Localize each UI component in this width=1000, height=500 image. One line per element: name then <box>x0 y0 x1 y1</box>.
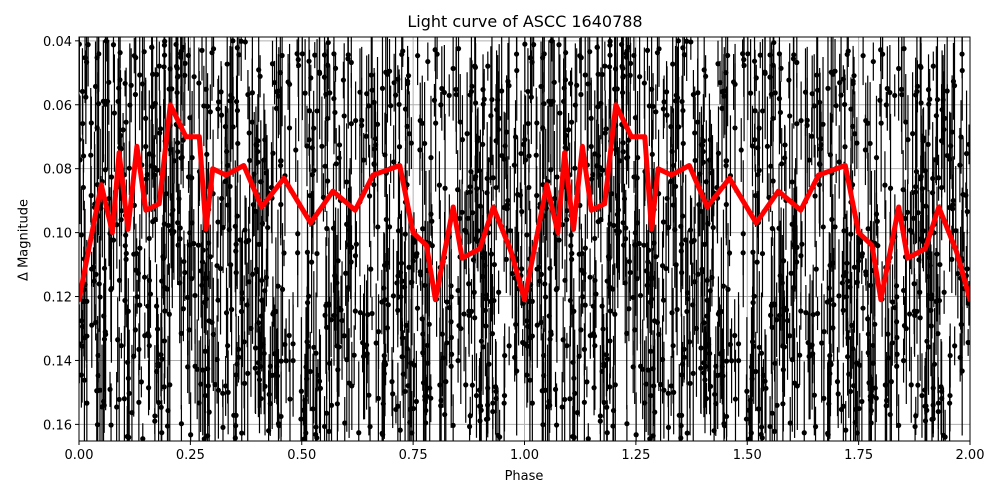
y-tick-label: 0.16 <box>43 418 72 433</box>
x-tick-label: 1.25 <box>621 448 650 463</box>
y-axis-ticks: 0.04 0.06 0.08 0.10 0.12 0.14 0.16 <box>43 35 79 433</box>
x-axis-ticks: 0.00 0.25 0.50 0.75 1.00 1.25 1.50 1.75 2.00 <box>65 441 985 463</box>
x-tick-label: 0.50 <box>287 448 316 463</box>
y-tick-label: 0.04 <box>43 35 72 50</box>
y-tick-label: 0.14 <box>43 354 72 369</box>
x-tick-label: 1.75 <box>844 448 873 463</box>
x-tick-label: 2.00 <box>956 448 985 463</box>
x-tick-label: 1.00 <box>510 448 539 463</box>
model-curve <box>79 102 970 303</box>
y-tick-label: 0.06 <box>43 99 72 114</box>
x-tick-label: 0.75 <box>399 448 428 463</box>
chart-title: Light curve of ASCC 1640788 <box>407 12 643 31</box>
data-points <box>79 37 970 441</box>
x-axis-label: Phase <box>504 469 544 484</box>
x-tick-label: 0.25 <box>176 448 205 463</box>
y-tick-label: 0.12 <box>43 291 72 306</box>
y-tick-label: 0.10 <box>43 227 72 242</box>
x-tick-label: 1.50 <box>733 448 762 463</box>
x-tick-label: 0.00 <box>65 448 94 463</box>
y-tick-label: 0.08 <box>43 163 72 178</box>
